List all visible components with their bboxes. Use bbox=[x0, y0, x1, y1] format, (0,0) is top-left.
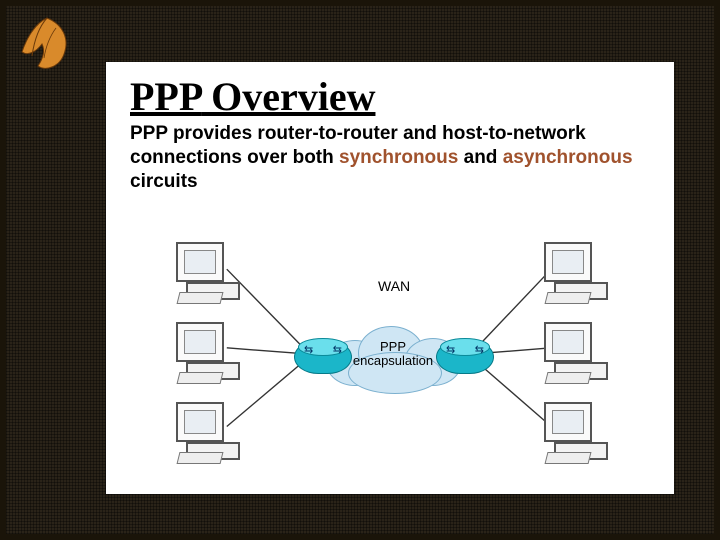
computer-icon bbox=[544, 322, 608, 382]
subtitle-async: asynchronous bbox=[503, 147, 633, 168]
content-card: PPP Overview PPP provides router-to-rout… bbox=[106, 62, 674, 494]
router-icon: ⇆⇆ bbox=[436, 340, 494, 374]
leaf-icon bbox=[12, 12, 82, 82]
computer-icon bbox=[176, 322, 240, 382]
slide-subtitle: PPP provides router-to-router and host-t… bbox=[130, 122, 650, 193]
slide-title: PPP Overview bbox=[130, 76, 650, 118]
computer-icon bbox=[176, 402, 240, 462]
subtitle-p2: and bbox=[458, 147, 502, 168]
title-rest: Overview bbox=[201, 74, 375, 119]
cloud-line2: encapsulation bbox=[353, 353, 433, 368]
router-icon: ⇆⇆ bbox=[294, 340, 352, 374]
subtitle-p3: circuits bbox=[130, 171, 198, 192]
network-diagram: WAN PPP encapsulation ⇆⇆ ⇆⇆ bbox=[156, 222, 624, 472]
wan-label: WAN bbox=[378, 278, 410, 294]
computer-icon bbox=[176, 242, 240, 302]
slide-background: PPP Overview PPP provides router-to-rout… bbox=[0, 0, 720, 540]
subtitle-sync: synchronous bbox=[339, 147, 458, 168]
computer-icon bbox=[544, 402, 608, 462]
cloud-line1: PPP bbox=[380, 339, 406, 354]
computer-icon bbox=[544, 242, 608, 302]
title-bold: PPP bbox=[130, 74, 201, 119]
